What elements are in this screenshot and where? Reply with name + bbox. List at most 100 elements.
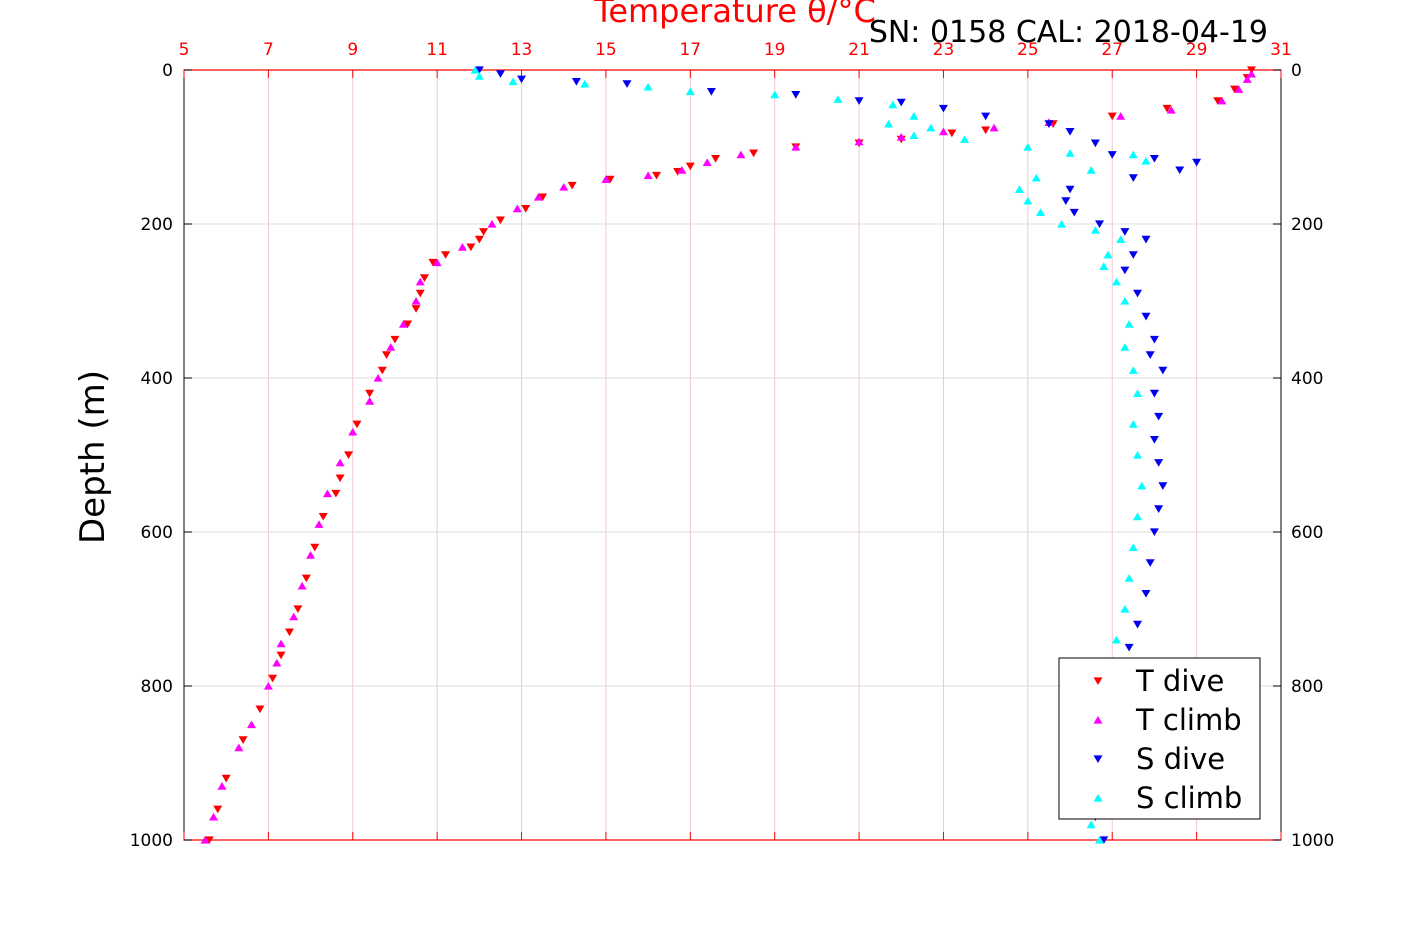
data-point (474, 72, 484, 80)
data-point (571, 77, 581, 86)
y-tick-label-left: 1000 (130, 831, 173, 851)
data-point (382, 351, 392, 359)
data-point (1230, 85, 1240, 94)
data-point (1217, 96, 1227, 105)
data-point (1234, 85, 1244, 93)
data-point (1175, 166, 1185, 175)
data-point (1162, 104, 1172, 113)
data-point (1154, 505, 1164, 513)
data-point (1107, 112, 1117, 121)
data-point (403, 320, 413, 329)
data-point (1192, 158, 1202, 167)
x-tick-label: 25 (1017, 40, 1039, 60)
data-point (1086, 166, 1096, 174)
data-point (1116, 112, 1126, 120)
data-point (947, 129, 957, 138)
data-point (411, 305, 421, 313)
data-point (487, 219, 497, 228)
data-point (495, 70, 505, 78)
data-point (335, 474, 345, 483)
legend: T dive T climb S dive S climb (1058, 657, 1261, 820)
data-point (344, 451, 354, 460)
data-point (301, 574, 311, 583)
data-point (419, 274, 429, 282)
legend-label: T climb (1135, 703, 1242, 737)
data-point (428, 258, 438, 267)
data-point (335, 458, 345, 467)
data-point (706, 87, 716, 96)
data-point (1031, 173, 1041, 182)
data-point (702, 158, 712, 166)
data-point (1116, 235, 1126, 243)
data-point (1128, 150, 1138, 159)
data-point (677, 166, 687, 174)
data-point (1061, 197, 1071, 205)
data-point (749, 149, 759, 158)
data-point (926, 123, 936, 132)
data-point (284, 628, 294, 637)
legend-marker (1093, 715, 1103, 724)
data-point (605, 175, 615, 184)
data-point (377, 366, 387, 375)
y-tick-label-right: 600 (1291, 523, 1323, 543)
data-point (1141, 312, 1151, 321)
data-point (559, 182, 569, 191)
data-point (533, 193, 543, 201)
data-point (711, 154, 721, 163)
data-point (213, 805, 223, 814)
y-axis-label: Depth (m) (73, 370, 113, 544)
x-tick-label: 23 (933, 40, 955, 60)
data-point (1095, 220, 1105, 229)
legend-label: S dive (1136, 742, 1225, 776)
legend-label: S climb (1136, 781, 1242, 815)
x-tick-label: 5 (179, 40, 190, 60)
data-point (318, 513, 328, 521)
data-point (1128, 543, 1138, 551)
data-point (373, 373, 383, 382)
data-point (390, 335, 400, 344)
data-point (517, 75, 527, 84)
data-point (331, 489, 341, 498)
data-point (909, 112, 919, 120)
data-point (289, 612, 299, 621)
data-point (685, 87, 695, 96)
data-point (1086, 820, 1096, 829)
data-point (1141, 156, 1151, 165)
data-point (601, 175, 611, 183)
data-point (255, 705, 265, 714)
data-point (1128, 366, 1138, 374)
data-point (888, 100, 898, 109)
data-point (411, 296, 421, 305)
data-point (1057, 219, 1067, 228)
y-tick-label-right: 800 (1291, 677, 1323, 697)
data-point (234, 743, 244, 752)
data-point (1145, 351, 1155, 359)
data-point (1158, 482, 1168, 490)
data-point (643, 171, 653, 180)
data-point (909, 131, 919, 140)
y-tick-label-right: 1000 (1291, 831, 1334, 851)
data-point (770, 90, 780, 99)
data-point (263, 681, 273, 690)
data-point (1120, 228, 1130, 236)
legend-box (1058, 657, 1261, 820)
data-point (1246, 69, 1256, 78)
data-point (466, 243, 476, 252)
data-point (1014, 185, 1024, 193)
data-point (1141, 590, 1151, 598)
y-tick-label-left: 200 (141, 215, 173, 235)
data-point (652, 171, 662, 180)
data-point (474, 235, 484, 244)
data-point (297, 581, 307, 590)
data-point (272, 658, 282, 667)
x-tick-label: 15 (595, 40, 617, 60)
data-point (415, 277, 425, 286)
data-point (1124, 320, 1134, 328)
data-point (221, 774, 231, 783)
y-tick-label-right: 400 (1291, 369, 1323, 389)
data-point (884, 119, 894, 128)
data-point (1242, 75, 1252, 83)
data-point (322, 489, 332, 498)
chart-title: Temperature θ/°C (593, 0, 876, 30)
data-point (1149, 389, 1159, 398)
